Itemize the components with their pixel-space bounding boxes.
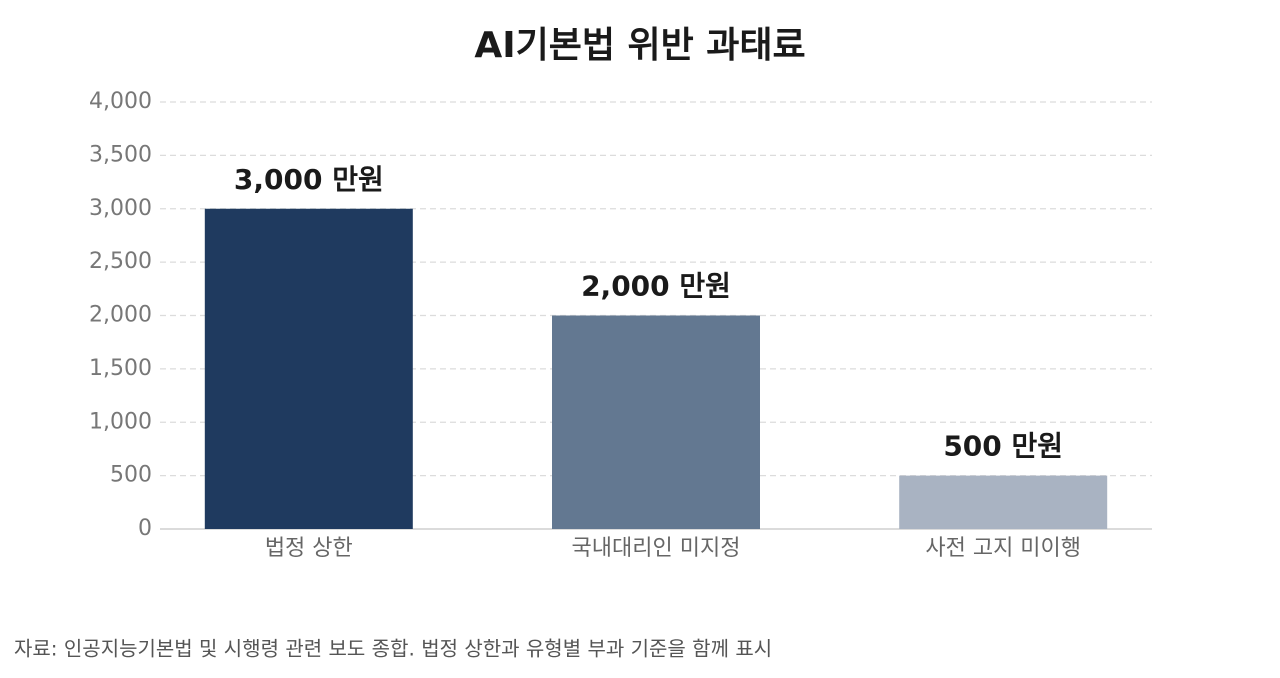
y-tick-label: 2,500 xyxy=(89,249,152,274)
y-tick-label: 3,500 xyxy=(89,142,152,167)
y-tick-label: 1,000 xyxy=(89,409,152,434)
y-tick-label: 4,000 xyxy=(89,89,152,114)
y-tick-label: 3,000 xyxy=(89,196,152,221)
value-label: 500 만원 xyxy=(943,430,1063,463)
x-tick-label: 법정 상한 xyxy=(265,536,353,561)
y-tick-label: 0 xyxy=(138,516,152,541)
y-tick-label: 1,500 xyxy=(89,356,152,381)
bar xyxy=(204,208,413,529)
x-tick-label: 사전 고지 미이행 xyxy=(925,536,1081,561)
source-note: 자료: 인공지능기본법 및 시행령 관련 보도 종합. 법정 상한과 유형별 부… xyxy=(14,637,772,661)
value-label: 3,000 만원 xyxy=(234,163,384,196)
y-tick-label: 500 xyxy=(110,463,152,488)
x-tick-label: 국내대리인 미지정 xyxy=(572,536,741,561)
chart-title: AI기본법 위반 과태료 xyxy=(474,25,805,66)
bar xyxy=(552,315,760,529)
bar xyxy=(899,475,1108,529)
y-tick-label: 2,000 xyxy=(89,303,152,328)
value-label: 2,000 만원 xyxy=(581,270,731,303)
